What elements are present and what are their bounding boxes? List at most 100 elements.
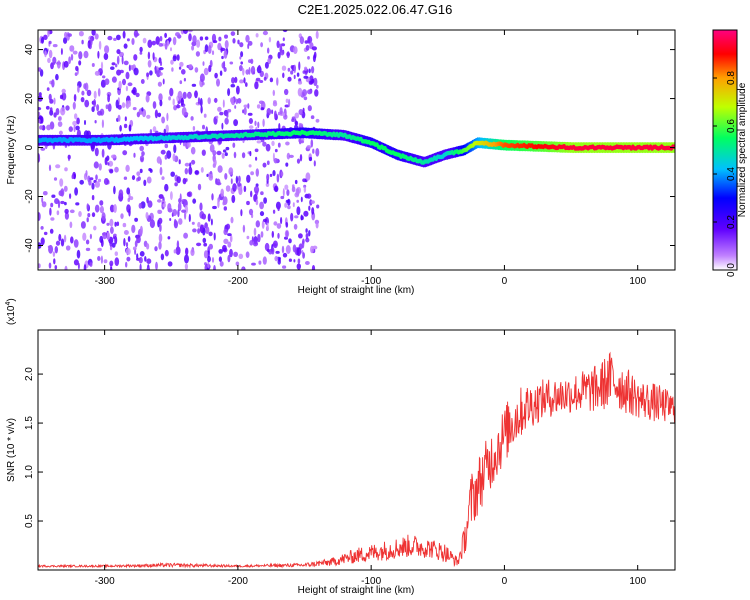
heatmap-cell (102, 232, 107, 240)
heatmap-cell (86, 203, 89, 211)
heatmap-cell (91, 106, 95, 113)
heatmap-cell (190, 116, 194, 121)
heatmap-cell (72, 50, 78, 55)
colorbar-tick-label: 0.0 (726, 263, 737, 277)
heatmap-cell (53, 177, 58, 181)
heatmap-cell (299, 123, 304, 128)
heatmap-cell (218, 256, 222, 263)
heatmap-cell (134, 217, 139, 222)
heatmap-cell (296, 247, 302, 257)
heatmap-cell (164, 32, 168, 39)
heatmap-cell (106, 231, 111, 241)
heatmap-cell (224, 40, 229, 49)
heatmap-cell (166, 112, 169, 122)
heatmap-cell (266, 173, 270, 182)
y-tick-label: -40 (24, 238, 35, 253)
heatmap-cell (119, 69, 124, 74)
heatmap-cell (147, 51, 151, 60)
heatmap-cell (91, 63, 95, 67)
heatmap-cell (136, 253, 139, 260)
heatmap-cell (168, 96, 172, 101)
heatmap-cell (307, 36, 311, 45)
heatmap-cell (192, 125, 196, 131)
heatmap-cell (133, 67, 139, 76)
heatmap-cell (245, 251, 250, 258)
heatmap-cell (272, 209, 276, 214)
heatmap-cell (40, 226, 44, 230)
heatmap-cell (232, 142, 236, 148)
heatmap-cell (255, 156, 258, 161)
heatmap-cell (181, 209, 187, 213)
heatmap-cell (63, 185, 68, 192)
heatmap-cell (190, 146, 196, 155)
heatmap-cell (312, 148, 315, 154)
heatmap-cell (224, 117, 229, 125)
y-tick-label: 1.5 (24, 416, 35, 430)
heatmap-cell (54, 246, 58, 254)
heatmap-cell (103, 178, 109, 185)
heatmap-cell (265, 143, 271, 152)
colorbar: 0.0 0.2 0.4 0.6 0.8 Normalized spectral ampl… (712, 29, 748, 277)
heatmap-cell (222, 244, 227, 252)
heatmap-cell (159, 99, 163, 107)
heatmap-cell (53, 258, 56, 265)
heatmap-cell (221, 55, 224, 60)
heatmap-cell (159, 72, 163, 76)
heatmap-cell (293, 64, 296, 74)
heatmap-cell (263, 218, 267, 223)
heatmap-cell (217, 165, 223, 173)
heatmap-cell (116, 55, 120, 65)
heatmap-cell (194, 67, 199, 73)
heatmap-cell (80, 221, 86, 229)
heatmap-cell (38, 119, 41, 123)
heatmap-cell (157, 81, 162, 87)
heatmap-cell (184, 168, 188, 175)
heatmap-cell (246, 200, 250, 206)
heatmap-cell (268, 36, 272, 43)
heatmap-cell (253, 186, 260, 194)
heatmap-cell (185, 247, 189, 256)
heatmap-cell (127, 236, 131, 242)
heatmap-cell (225, 185, 231, 192)
heatmap-cell (123, 238, 126, 247)
heatmap-cell (224, 34, 228, 39)
heatmap-cell (49, 107, 53, 112)
snr-line (38, 351, 675, 569)
heatmap-cell (93, 90, 97, 99)
heatmap-cell (316, 204, 320, 209)
heatmap-cell (199, 36, 204, 41)
heatmap-cell (230, 97, 235, 104)
heatmap-cell (135, 92, 140, 98)
heatmap-cell (106, 222, 110, 226)
heatmap-cell (285, 98, 289, 104)
heatmap-cell (131, 224, 136, 234)
heatmap-cell (48, 40, 52, 45)
heatmap-cell (247, 103, 250, 109)
heatmap-cell (235, 261, 240, 267)
heatmap-cell (88, 179, 92, 186)
heatmap-cell (305, 237, 310, 243)
heatmap-cell (272, 240, 278, 249)
heatmap-cell (154, 109, 158, 119)
heatmap-cell (286, 51, 290, 59)
heatmap-cell (254, 148, 259, 153)
heatmap-cell (94, 70, 100, 76)
y-tick-label: 20 (24, 93, 35, 105)
heatmap-cell (43, 231, 48, 236)
heatmap-cell (230, 84, 236, 88)
heatmap-cell (296, 158, 301, 164)
heatmap-cell (303, 75, 309, 79)
heatmap-cell (292, 244, 297, 253)
heatmap-cell (74, 113, 78, 120)
heatmap-cell (145, 94, 150, 103)
heatmap-cell (170, 171, 175, 177)
heatmap-cell (203, 67, 209, 76)
heatmap-cell (57, 121, 63, 127)
colorbar-tick-label: 0.4 (726, 167, 737, 181)
heatmap-cell (82, 232, 87, 241)
heatmap-cell (188, 213, 191, 223)
heatmap-cell (83, 83, 87, 90)
heatmap-cell (77, 85, 80, 93)
heatmap-cell (55, 73, 59, 81)
heatmap-cell (228, 167, 234, 176)
